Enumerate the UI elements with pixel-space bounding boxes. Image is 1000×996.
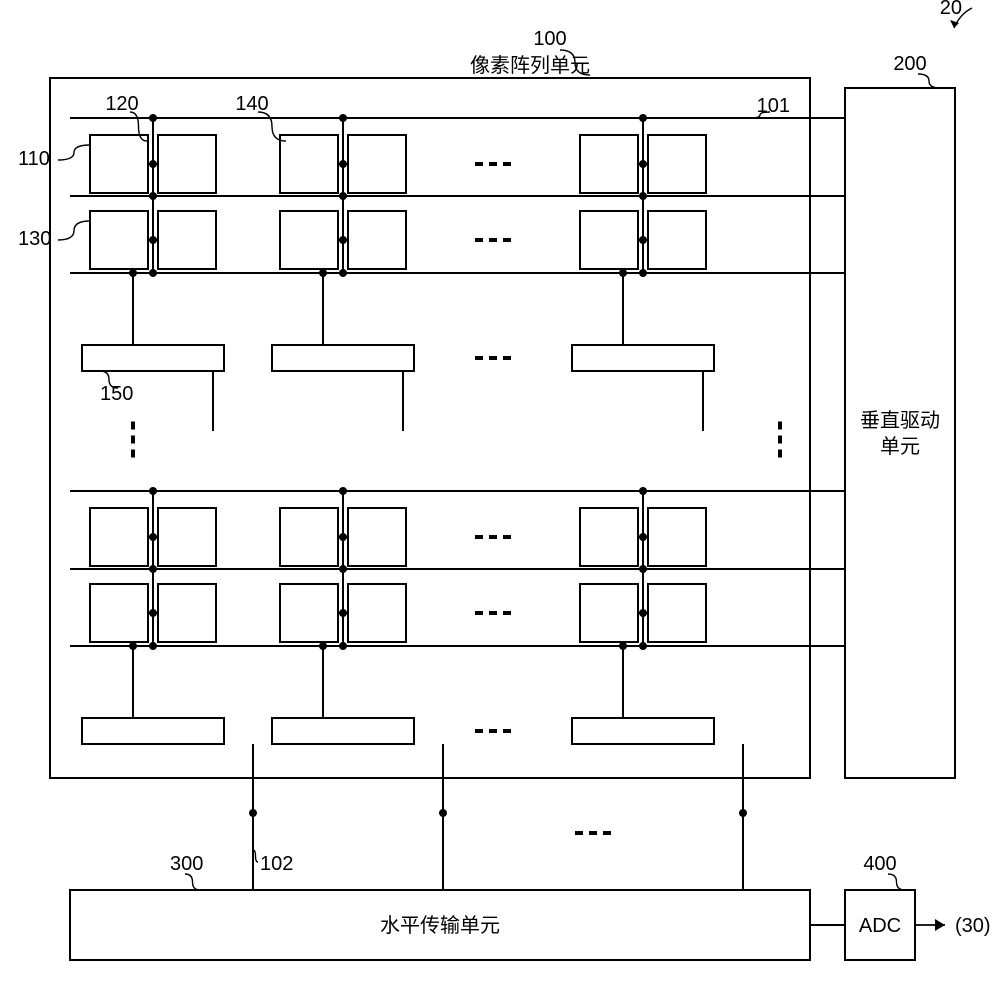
label-110: 110 — [18, 148, 50, 170]
pixel-array-box — [50, 78, 810, 778]
label-150: 150 — [100, 383, 133, 405]
label-out-30: (30) — [955, 915, 991, 937]
block-diagram: 20100像素阵列单元10120011012014013015010230040… — [0, 0, 1000, 996]
label-200: 200 — [893, 53, 926, 75]
label-20: 20 — [940, 0, 962, 19]
label-pixel-array-cn: 像素阵列单元 — [470, 54, 590, 77]
label-horizontal-transfer: 水平传输单元 — [380, 914, 500, 937]
label-vertical-drive-2: 单元 — [880, 435, 920, 458]
label-300: 300 — [170, 853, 203, 875]
label-140: 140 — [235, 93, 268, 115]
label-130: 130 — [18, 228, 51, 250]
label-120: 120 — [105, 93, 138, 115]
label-vertical-drive-1: 垂直驱动 — [860, 409, 940, 432]
label-adc: ADC — [859, 915, 901, 937]
label-102: 102 — [260, 853, 293, 875]
vertical-drive-box — [845, 88, 955, 778]
label-400: 400 — [863, 853, 896, 875]
label-100: 100 — [533, 28, 566, 50]
